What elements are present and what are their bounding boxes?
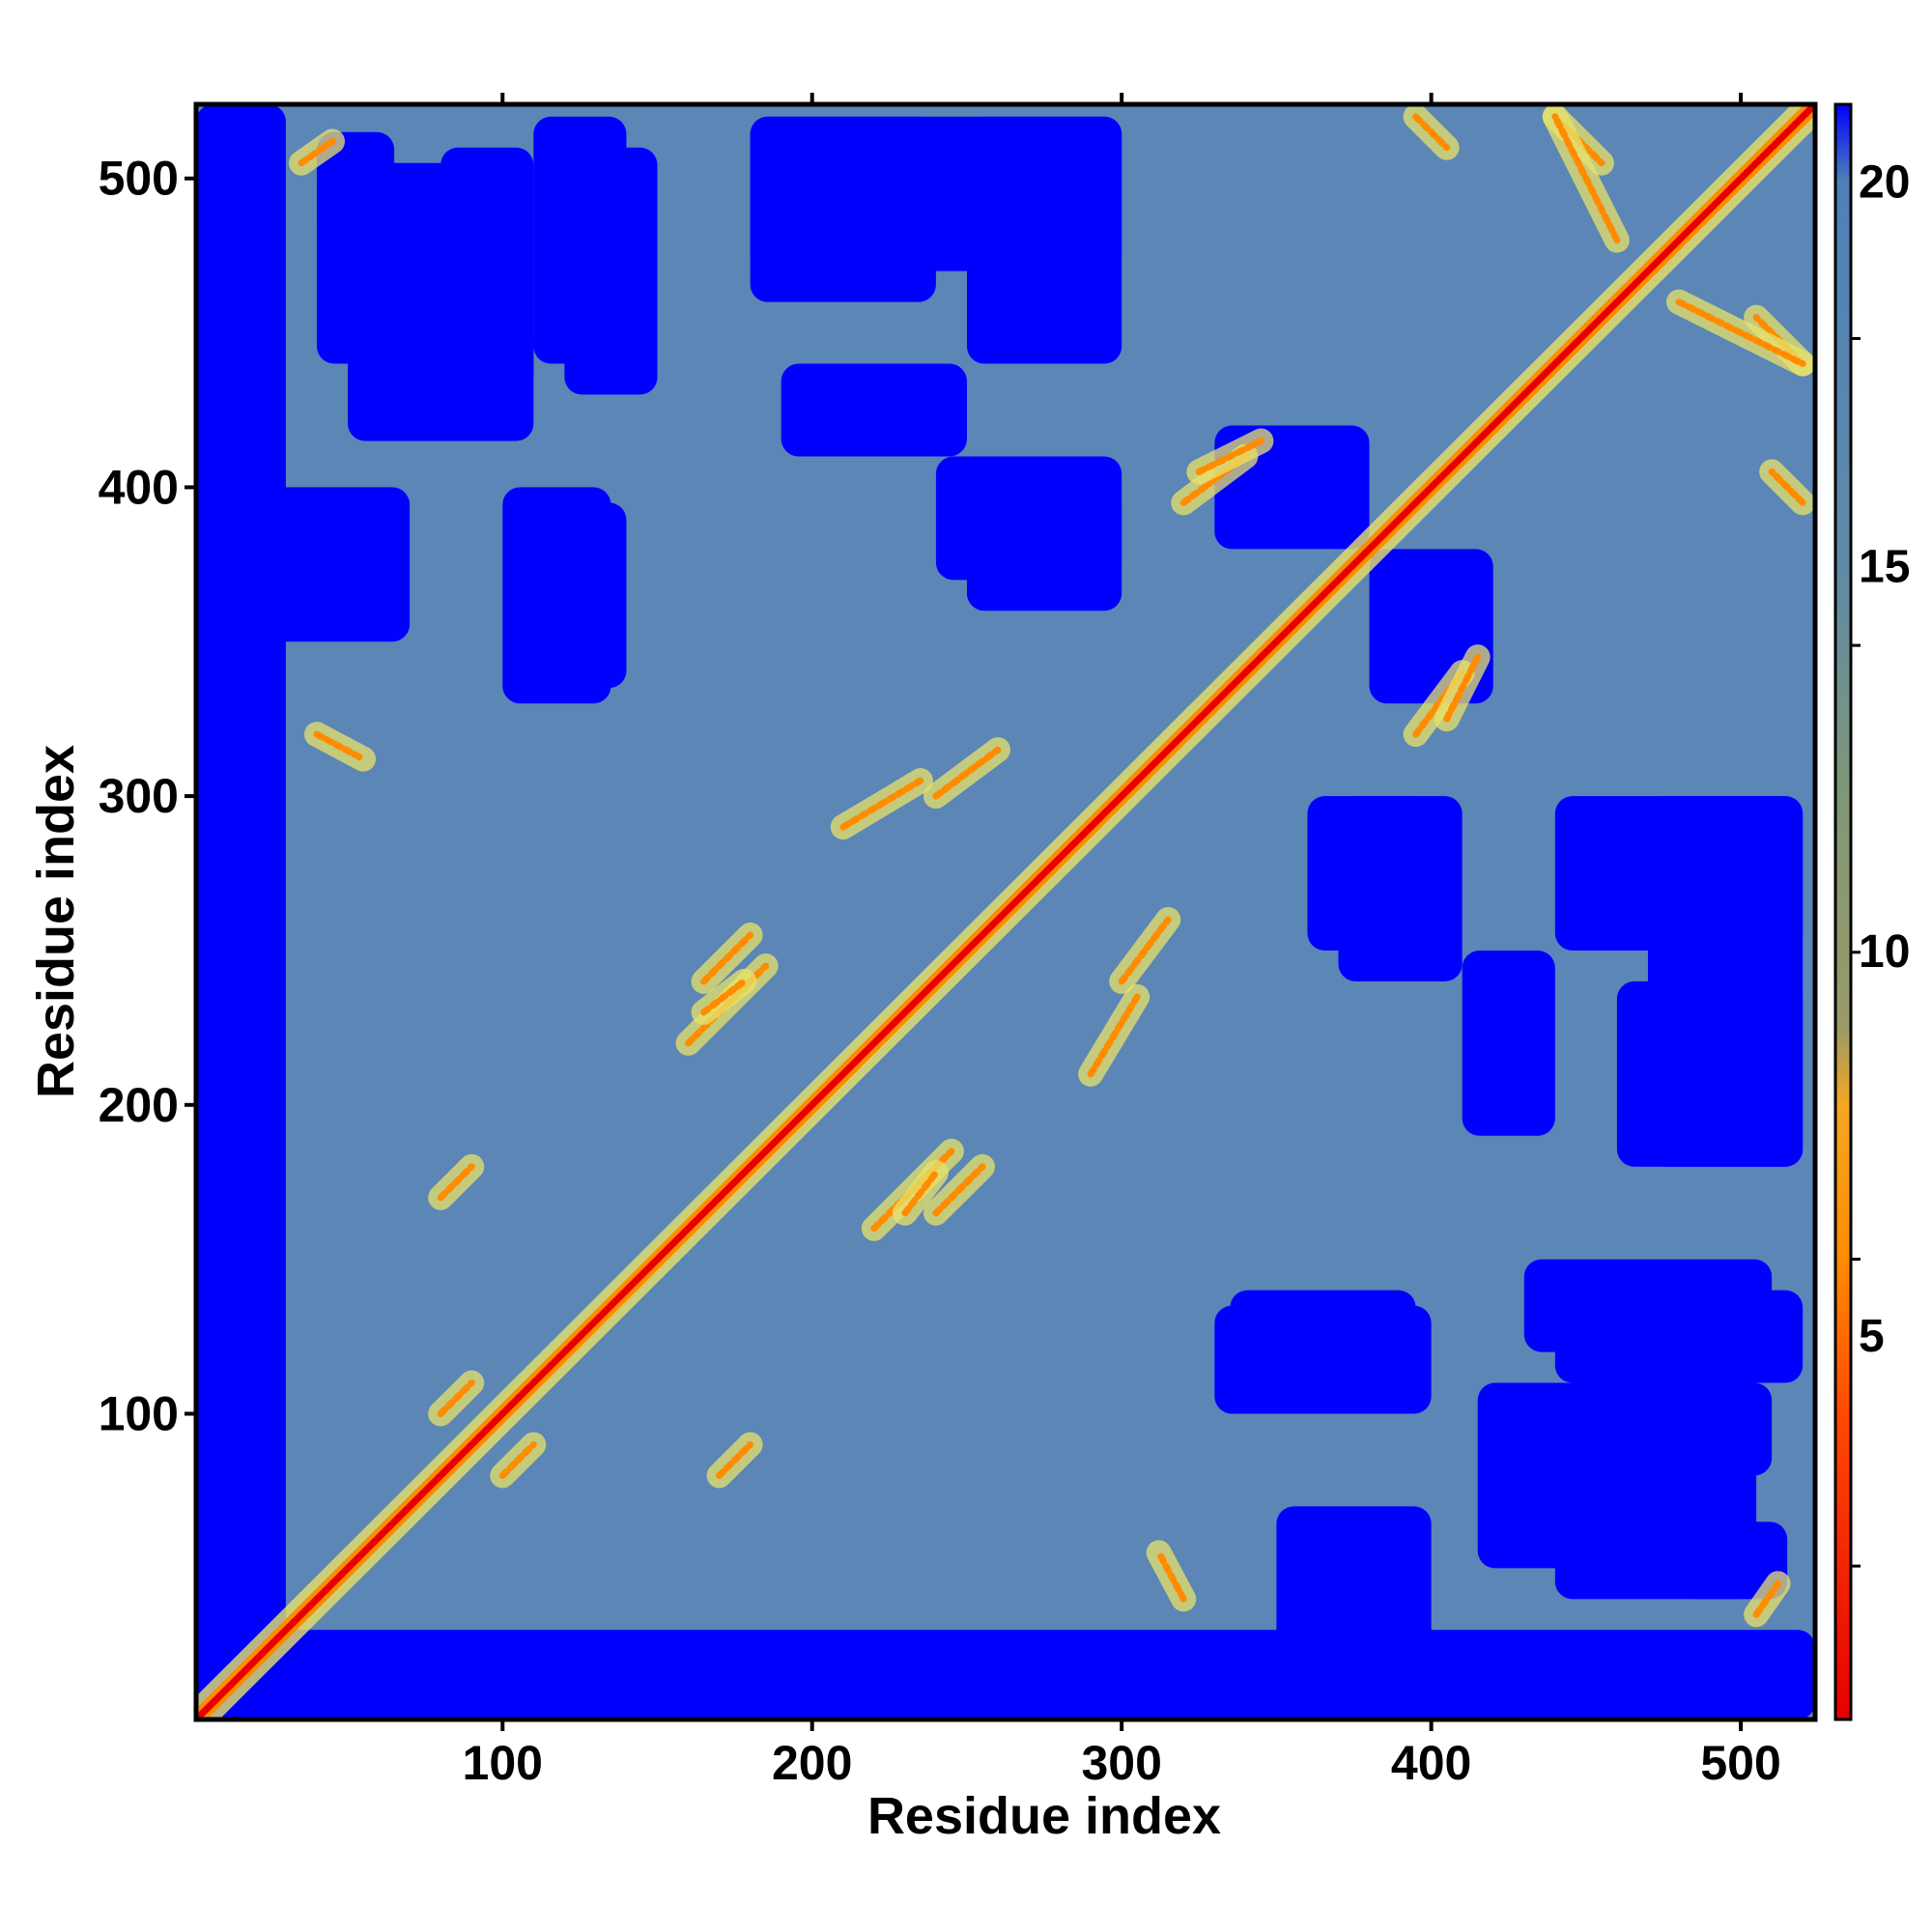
y-tick-label: 400 bbox=[99, 460, 179, 514]
far-region bbox=[502, 487, 611, 704]
colorbar-tick-label: 15 bbox=[1859, 542, 1910, 593]
contact-band-mirror bbox=[700, 978, 748, 1016]
contact-band bbox=[932, 746, 1002, 800]
contact-band-mirror bbox=[1155, 1548, 1187, 1603]
far-region bbox=[564, 147, 658, 395]
far-region bbox=[935, 456, 1122, 581]
far-region-mirror bbox=[1477, 1382, 1602, 1569]
x-tick-label: 100 bbox=[463, 1736, 543, 1790]
far-region-mirror bbox=[1214, 1305, 1432, 1414]
contact-band bbox=[498, 1440, 537, 1479]
far-region-mirror bbox=[1338, 796, 1463, 981]
far-region-mirror bbox=[248, 487, 411, 642]
far-region-mirror bbox=[781, 363, 967, 457]
contact-band bbox=[298, 137, 336, 167]
contact-band-mirror bbox=[1768, 468, 1806, 506]
far-region-mirror bbox=[966, 116, 1122, 364]
contact-band-mirror bbox=[1551, 113, 1621, 244]
far-region bbox=[316, 131, 395, 241]
far-region bbox=[1554, 796, 1804, 951]
far-region-mirror bbox=[1678, 1521, 1788, 1600]
x-tick-label: 300 bbox=[1081, 1736, 1161, 1790]
y-tick-label: 200 bbox=[99, 1078, 179, 1132]
colorbar: 5 10 15 20 bbox=[1833, 102, 1910, 1721]
contact-band-mirror bbox=[932, 1163, 986, 1217]
y-tick-label: 100 bbox=[99, 1387, 179, 1441]
colorbar-tick-label: 5 bbox=[1859, 1311, 1885, 1362]
far-region-mirror bbox=[750, 116, 936, 302]
x-tick-label: 200 bbox=[772, 1736, 852, 1790]
contact-band bbox=[1443, 653, 1482, 723]
colorbar-tick-label: 10 bbox=[1859, 926, 1910, 978]
y-tick-label: 300 bbox=[99, 769, 179, 823]
contact-band-mirror bbox=[1195, 437, 1264, 475]
contact-band-mirror bbox=[1752, 1579, 1782, 1618]
colorbar-gradient bbox=[1833, 102, 1853, 1721]
far-region-mirror bbox=[1523, 1259, 1773, 1352]
contact-band-mirror bbox=[437, 1379, 475, 1418]
contact-band bbox=[437, 1163, 475, 1202]
contact-band bbox=[700, 931, 754, 985]
contact-band bbox=[313, 730, 367, 763]
axis-ticks: 100 200 300 400 500 100 200 300 400 500 bbox=[99, 93, 1781, 1790]
far-region bbox=[196, 1666, 1815, 1719]
x-tick-label: 500 bbox=[1700, 1736, 1780, 1790]
contact-band bbox=[1412, 113, 1451, 152]
contact-band-mirror bbox=[1118, 916, 1172, 985]
far-region bbox=[1462, 950, 1555, 1136]
x-axis-title: Residue index bbox=[867, 1787, 1221, 1845]
plot-frame bbox=[193, 101, 1818, 1722]
contact-band bbox=[901, 1169, 940, 1217]
contact-band bbox=[1087, 993, 1141, 1078]
contact-band bbox=[1675, 298, 1806, 368]
colorbar-tick-label: 20 bbox=[1859, 157, 1910, 209]
x-tick-label: 400 bbox=[1391, 1736, 1471, 1790]
contact-band-mirror bbox=[716, 1440, 754, 1479]
contact-band-mirror bbox=[839, 777, 924, 831]
y-axis-title: Residue index bbox=[27, 745, 85, 1098]
diagonal-line bbox=[196, 104, 1815, 1719]
far-region bbox=[1276, 1506, 1432, 1667]
far-region bbox=[348, 317, 534, 441]
y-tick-label: 500 bbox=[99, 152, 179, 206]
heatmap-area bbox=[196, 104, 1815, 1719]
far-region-mirror bbox=[196, 104, 249, 1719]
far-region bbox=[1616, 980, 1804, 1167]
